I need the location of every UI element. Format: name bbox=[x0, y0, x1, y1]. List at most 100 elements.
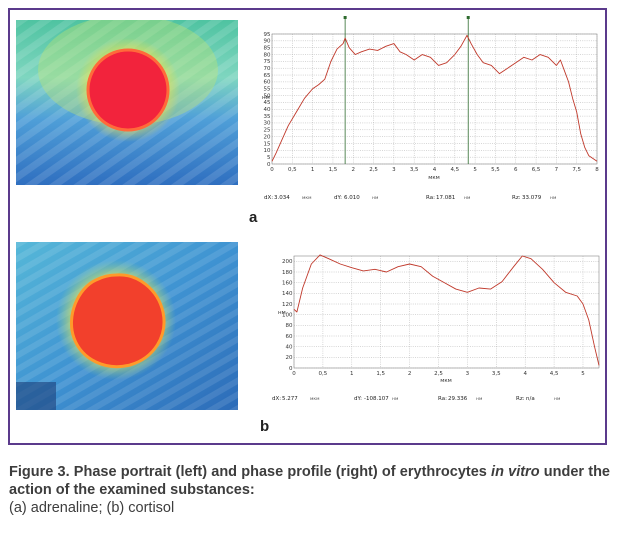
x-tick-label: 0,5 bbox=[319, 371, 328, 377]
x-axis-label: мкм bbox=[428, 175, 440, 181]
readout-value: 5.277 bbox=[282, 396, 298, 402]
plot-area bbox=[293, 255, 600, 369]
phase-portrait-a bbox=[16, 20, 238, 185]
y-tick-label: 20 bbox=[286, 355, 293, 361]
x-tick-label: 4 bbox=[523, 371, 527, 377]
readout-label: Rz: bbox=[516, 396, 525, 402]
y-tick-label: 80 bbox=[286, 323, 293, 329]
readout-unit: нм bbox=[464, 196, 470, 201]
readout-label: dX: bbox=[272, 396, 281, 402]
readout-value: 33.079 bbox=[522, 195, 542, 201]
phase-profile-chart-a: 0 0,5 1 1,5 2 2,5 3 3,5 4 4,5 5 5,5 6 6,5 7 7,5 8 051015… bbox=[262, 16, 599, 201]
readout-label: dX: bbox=[264, 195, 273, 201]
readout-label: Ra: bbox=[426, 195, 435, 201]
x-tick-label: 4,5 bbox=[450, 167, 459, 173]
cursor-handle bbox=[466, 16, 470, 19]
readout-unit: нм bbox=[550, 196, 556, 201]
panel-label-a: a bbox=[249, 209, 258, 226]
readout-unit: нм bbox=[476, 397, 482, 402]
y-tick-label: 40 bbox=[264, 107, 271, 113]
caption-legend: (a) adrenaline; (b) cortisol bbox=[9, 500, 175, 516]
phase-profile-chart-b: 0 0,5 1 1,5 2 2,5 3 3,5 4 4,5 5 0 20 40 60 80 100 120 140… bbox=[272, 254, 600, 402]
y-tick-label: 15 bbox=[264, 141, 271, 147]
y-tick-label: 80 bbox=[264, 52, 271, 58]
caption-line1: Figure 3. Phase portrait (left) and phas… bbox=[9, 464, 487, 480]
y-tick-label: 25 bbox=[264, 128, 271, 134]
x-tick-label: 8 bbox=[595, 167, 599, 173]
cursor-handle bbox=[343, 16, 347, 19]
x-tick-label: 4 bbox=[433, 167, 437, 173]
chart-grid bbox=[293, 256, 599, 369]
x-tick-label: 3 bbox=[392, 167, 396, 173]
readout-value: 3.034 bbox=[274, 195, 290, 201]
y-tick-label: 50 bbox=[264, 93, 271, 99]
y-tick-label: 40 bbox=[286, 344, 293, 350]
chart-grid bbox=[271, 33, 598, 165]
x-tick-label: 1,5 bbox=[329, 167, 338, 173]
y-tick-label: 75 bbox=[264, 59, 271, 65]
y-tick-label: 5 bbox=[267, 155, 271, 161]
x-tick-label: 3 bbox=[466, 371, 470, 377]
phase-portrait-b bbox=[16, 242, 238, 410]
y-tick-label: 60 bbox=[264, 80, 271, 86]
readout-label: Ra: bbox=[438, 396, 447, 402]
y-tick-label: 180 bbox=[282, 270, 293, 276]
y-tick-label: 90 bbox=[264, 39, 271, 45]
y-tick-label: 10 bbox=[264, 148, 271, 154]
x-tick-label: 1 bbox=[311, 167, 315, 173]
y-tick-label: 140 bbox=[282, 291, 293, 297]
readout-label: dY: bbox=[354, 396, 362, 402]
y-tick-label: 45 bbox=[264, 100, 271, 106]
y-tick-label: 35 bbox=[264, 114, 271, 120]
caption-italic: in vitro bbox=[491, 464, 540, 480]
readout-value: 17.081 bbox=[436, 195, 455, 201]
y-tick-label: 60 bbox=[286, 334, 293, 340]
x-tick-label: 0 bbox=[270, 167, 274, 173]
x-tick-label: 2,5 bbox=[369, 167, 378, 173]
x-tick-label: 7,5 bbox=[572, 167, 581, 173]
panel-label-b: b bbox=[260, 418, 270, 435]
figure-caption: Figure 3. Phase portrait (left) and phas… bbox=[9, 463, 610, 517]
y-tick-label: 85 bbox=[264, 45, 271, 51]
readout-value: 6.010 bbox=[344, 195, 360, 201]
caption-title: Figure 3. Phase portrait (left) and phas… bbox=[9, 463, 610, 499]
readout-unit: нм bbox=[554, 397, 560, 402]
x-axis-ticks: 0 0,5 1 1,5 2 2,5 3 3,5 4 4,5 5 bbox=[292, 371, 585, 377]
x-tick-label: 5 bbox=[581, 371, 585, 377]
x-tick-label: 2 bbox=[408, 371, 412, 377]
readout-unit: нм bbox=[372, 196, 378, 201]
x-tick-label: 6 bbox=[514, 167, 518, 173]
chart-cursors bbox=[343, 16, 470, 164]
y-tick-label: 30 bbox=[264, 121, 271, 127]
x-tick-label: 4,5 bbox=[550, 371, 559, 377]
measurement-readouts: dX: 3.034 мкм dY: 6.010 нм Ra: 17.081 нм Rz: 33.07… bbox=[264, 195, 556, 201]
y-axis-ticks: 0 20 40 60 80 100 120 140 160 180 200 bbox=[282, 259, 293, 372]
profile-line bbox=[293, 254, 600, 366]
readout-unit: нм bbox=[392, 397, 398, 402]
chart-series bbox=[293, 254, 600, 366]
readout-label: dY: bbox=[334, 195, 342, 201]
x-tick-label: 5,5 bbox=[491, 167, 500, 173]
readout-unit: мкм bbox=[302, 196, 312, 201]
readout-unit: мкм bbox=[310, 397, 320, 402]
x-axis-label: мкм bbox=[440, 378, 452, 384]
x-tick-label: 0 bbox=[292, 371, 296, 377]
x-tick-label: 7 bbox=[555, 167, 559, 173]
readout-value: 29.336 bbox=[448, 396, 468, 402]
y-tick-label: 55 bbox=[264, 87, 271, 93]
y-tick-label: 0 bbox=[267, 162, 271, 168]
readout-label: Rz: bbox=[512, 195, 521, 201]
y-tick-label: 200 bbox=[282, 259, 293, 265]
x-tick-label: 2 bbox=[352, 167, 356, 173]
x-tick-label: 3,5 bbox=[410, 167, 419, 173]
measurement-readouts: dX: 5.277 мкм dY: -108.107 нм Ra: 29.336 нм Rz: n/… bbox=[272, 396, 560, 402]
y-tick-label: 0 bbox=[289, 366, 293, 372]
x-tick-label: 3,5 bbox=[492, 371, 501, 377]
readout-value: -108.107 bbox=[364, 396, 389, 402]
y-tick-label: 65 bbox=[264, 73, 271, 79]
chart-series bbox=[271, 34, 598, 162]
y-tick-label: 120 bbox=[282, 302, 293, 308]
y-tick-label: 70 bbox=[264, 66, 271, 72]
x-tick-label: 0,5 bbox=[288, 167, 297, 173]
